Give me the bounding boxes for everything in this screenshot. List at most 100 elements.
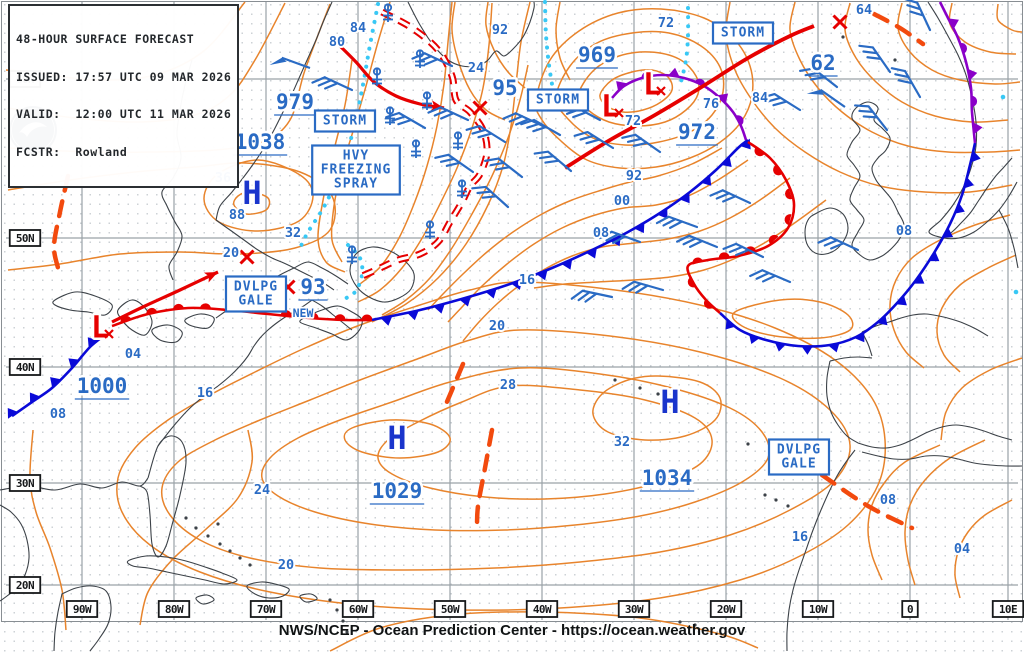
map-label: 70W: [257, 603, 276, 616]
freezing-spray-icon: [383, 3, 393, 22]
occluded-front: [611, 67, 748, 141]
cold-front: [371, 138, 751, 326]
wind-barb-icon: [903, 0, 932, 32]
wind-barb-icon: [749, 269, 792, 284]
wind-barb-icon: [655, 215, 699, 229]
isobar-label: 20: [489, 318, 505, 334]
map-label: L: [601, 90, 619, 125]
pressure-center-label: 62: [810, 51, 835, 75]
grid-label: 50W: [433, 600, 467, 618]
wind-barb-icon: [858, 44, 892, 74]
warning-text: SPRAY: [334, 177, 378, 192]
warning-text: DVLPG: [234, 280, 278, 295]
red-x-icon: [239, 249, 255, 265]
header-title: 48-HOUR SURFACE FORECAST: [16, 32, 195, 46]
map-label: 40N: [16, 361, 34, 374]
isobar-label: 32: [285, 225, 301, 241]
isobar-label: 84: [350, 20, 366, 36]
map-label: L: [643, 68, 661, 103]
isobar-label: 16: [197, 385, 213, 401]
grid-label: 10E: [991, 600, 1024, 618]
map-label: 0: [907, 603, 913, 616]
forecast-header-box: 48-HOUR SURFACE FORECAST ISSUED: 17:57 U…: [8, 4, 240, 188]
wind-barb-icon: [709, 189, 752, 205]
isobar-label: 24: [468, 60, 484, 76]
grid-label: 70W: [249, 600, 283, 618]
warning-boxes: STORMSTORMSTORMHVYFREEZINGSPRAYDVLPGGALE…: [224, 21, 831, 476]
grid-label: 20N: [8, 576, 42, 594]
map-label: 80W: [165, 603, 184, 616]
pressure-center-label: 95: [492, 76, 517, 100]
isobar-label: 08: [880, 492, 896, 508]
isobar-label: 64: [856, 2, 872, 18]
warning-text: STORM: [721, 26, 765, 41]
low-center-symbol: L: [640, 65, 666, 105]
wind-barb-icon: [799, 67, 839, 89]
isobar-label: 16: [519, 272, 535, 288]
high-center-symbol: H: [242, 174, 261, 212]
map-label: 20W: [717, 603, 736, 616]
pressure-center-label: 972: [678, 120, 716, 144]
wind-barb-icon: [722, 242, 765, 259]
wind-barb-icon: [465, 125, 507, 144]
warning-text: STORM: [536, 93, 580, 108]
header-valid: VALID: 12:00 UTC 11 MAR 2026: [16, 107, 232, 121]
wind-barb-icon: [817, 236, 860, 252]
cold-front: [719, 142, 981, 355]
map-label: 90W: [73, 603, 92, 616]
low-center-symbol: L: [598, 87, 624, 127]
freezing-spray-icon: [411, 139, 421, 158]
grid-label: 90W: [65, 600, 99, 618]
wind-barb-icon: [471, 185, 510, 209]
grid-label: 60W: [341, 600, 375, 618]
isobar-label: 84: [752, 90, 768, 106]
map-label: 60W: [349, 603, 368, 616]
trough-lines: [51, 11, 926, 531]
attribution: NWS/NCEP - Ocean Prediction Center - htt…: [278, 622, 746, 639]
pressure-labels: 8480922472647684729200081620083688322004…: [48, 0, 972, 575]
warning-text: HVY: [343, 149, 369, 164]
wind-barb-icon: [621, 133, 662, 154]
warm-front: [686, 140, 796, 314]
freezing-spray-icon: [422, 91, 432, 110]
warning-box-storm: STORM: [526, 88, 590, 112]
wind-barb-icon: [675, 234, 719, 249]
pressure-center-label: 1038: [235, 130, 286, 154]
warning-text: GALE: [238, 294, 273, 309]
pressure-center-label: 1034: [642, 466, 693, 490]
wind-pennant-icon: [269, 56, 311, 70]
pressure-center-label: 969: [578, 43, 616, 67]
map-label: 40W: [533, 603, 552, 616]
freezing-spray-icon: [425, 220, 435, 239]
map-label: 10W: [809, 603, 828, 616]
freezing-spray-symbols: [347, 3, 467, 264]
isobar-label: 72: [658, 15, 674, 31]
isobar-label: 32: [614, 434, 630, 450]
grid-label: 50N: [8, 229, 42, 247]
freezing-spray-icon: [347, 245, 357, 264]
plain-front: [563, 24, 815, 170]
wind-barb-icon: [621, 280, 665, 294]
freezing-spray-icon: [372, 67, 382, 86]
map-label: 10E: [999, 603, 1017, 616]
isobar-label: 08: [50, 406, 66, 422]
wind-barb-icon: [311, 76, 354, 92]
wind-barb-icon: [533, 150, 573, 173]
grid-label: 20W: [709, 600, 743, 618]
pressure-center-label: 93: [300, 275, 325, 299]
occluded-front: [938, 1, 983, 144]
map-label: L: [91, 311, 109, 346]
pressure-center-label: 979: [276, 90, 314, 114]
freezing-spray-icon: [385, 106, 395, 125]
isobar-label: 92: [492, 22, 508, 38]
isobar-label: 08: [896, 223, 912, 239]
isobar-label: 72: [625, 113, 641, 129]
header-forecaster: FCSTR: Rowland: [16, 144, 128, 159]
isobar-label: 16: [792, 529, 808, 545]
isobar-label: 80: [329, 34, 345, 50]
isobar-label: 76: [703, 96, 719, 112]
